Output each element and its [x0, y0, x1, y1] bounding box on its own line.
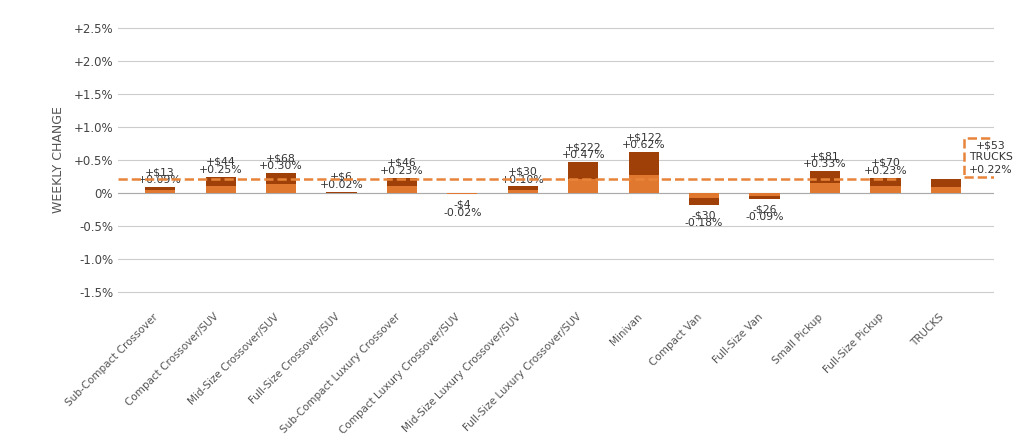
Text: +0.47%: +0.47%: [561, 150, 605, 160]
Bar: [145, 190, 175, 193]
Text: +0.23%: +0.23%: [380, 166, 424, 176]
Text: +$222: +$222: [565, 142, 601, 152]
Text: +0.22%: +0.22%: [969, 165, 1013, 175]
Bar: [266, 184, 296, 193]
Bar: [508, 186, 538, 190]
Bar: [870, 178, 900, 186]
Bar: [568, 162, 598, 179]
Text: +$30: +$30: [508, 167, 538, 177]
Text: +0.10%: +0.10%: [501, 174, 545, 185]
Bar: [145, 187, 175, 190]
Bar: [870, 186, 900, 193]
Text: -$4: -$4: [454, 200, 471, 210]
Text: +$53: +$53: [976, 140, 1006, 151]
Bar: [931, 186, 961, 193]
Text: TRUCKS: TRUCKS: [969, 152, 1013, 162]
Bar: [810, 171, 840, 183]
Bar: [689, 193, 719, 198]
Bar: [387, 186, 417, 193]
Bar: [206, 186, 236, 193]
Bar: [629, 152, 658, 175]
FancyBboxPatch shape: [964, 138, 1017, 177]
Bar: [206, 177, 236, 186]
Text: -0.09%: -0.09%: [745, 212, 783, 222]
Bar: [689, 198, 719, 205]
Text: +0.25%: +0.25%: [199, 164, 243, 175]
Bar: [387, 178, 417, 186]
Bar: [629, 175, 658, 193]
Bar: [931, 178, 961, 186]
Text: +$68: +$68: [266, 153, 296, 163]
Text: +0.02%: +0.02%: [319, 180, 364, 190]
Bar: [750, 193, 779, 196]
Bar: [327, 192, 356, 193]
Text: -$26: -$26: [753, 204, 777, 215]
Bar: [810, 183, 840, 193]
Text: +0.62%: +0.62%: [622, 140, 666, 150]
Text: +$70: +$70: [870, 158, 900, 168]
Bar: [568, 179, 598, 193]
Text: +$13: +$13: [145, 167, 175, 177]
Bar: [266, 173, 296, 184]
Y-axis label: WEEKLY CHANGE: WEEKLY CHANGE: [52, 106, 66, 214]
Text: +$122: +$122: [626, 132, 662, 142]
Text: +0.30%: +0.30%: [259, 161, 303, 171]
Text: -$30: -$30: [692, 211, 717, 220]
Bar: [508, 190, 538, 193]
Bar: [750, 196, 779, 199]
Text: +$6: +$6: [330, 172, 353, 182]
Text: +0.09%: +0.09%: [138, 175, 182, 185]
Text: -0.18%: -0.18%: [685, 218, 723, 228]
Text: +0.23%: +0.23%: [863, 166, 907, 176]
Text: +$81: +$81: [810, 152, 840, 161]
Text: +0.33%: +0.33%: [803, 159, 847, 169]
Bar: [447, 193, 477, 194]
Text: -0.02%: -0.02%: [443, 208, 481, 218]
Text: +$46: +$46: [387, 158, 417, 168]
Text: +$44: +$44: [206, 156, 236, 167]
